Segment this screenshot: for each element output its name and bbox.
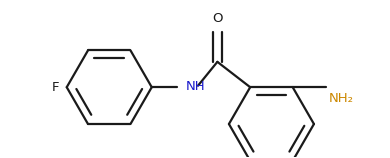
- Text: F: F: [52, 81, 59, 94]
- Text: O: O: [212, 12, 223, 24]
- Text: NH₂: NH₂: [328, 92, 353, 105]
- Text: NH: NH: [186, 80, 206, 93]
